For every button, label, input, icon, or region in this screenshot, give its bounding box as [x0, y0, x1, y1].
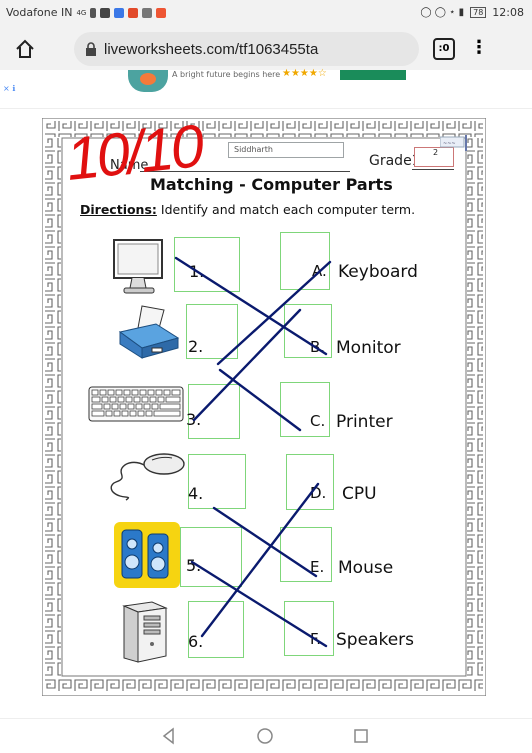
- number-3: 3.: [186, 410, 202, 429]
- directions: Directions: Identify and match each comp…: [80, 202, 415, 217]
- number-5: 5.: [186, 556, 202, 575]
- directions-text: Identify and match each computer term.: [156, 202, 416, 217]
- message-icon: [100, 7, 111, 18]
- term-cpu: CPU: [342, 484, 377, 504]
- status-icons: ◯ ◯ ⋆ ▮: [420, 7, 465, 18]
- worksheet-border: [42, 118, 486, 696]
- back-icon[interactable]: [160, 727, 178, 745]
- svg-text:~~~: ~~~: [443, 141, 456, 147]
- ad-rating-stars: ★★★★☆: [282, 68, 327, 79]
- letter-c: C.: [310, 412, 326, 430]
- term-mouse: Mouse: [338, 558, 394, 578]
- tabs-button[interactable]: :0: [433, 38, 455, 60]
- speakers-image: [114, 522, 180, 588]
- url-field[interactable]: liveworksheets.com/tf1063455ta: [74, 32, 419, 66]
- ad-text: A bright future begins here: [172, 70, 281, 79]
- cpu-tower-image: [122, 601, 168, 663]
- notification-icon: [142, 7, 153, 18]
- term-keyboard: Keyboard: [338, 262, 418, 282]
- ad-choices-icon[interactable]: × ℹ: [3, 84, 16, 93]
- letter-d: D.: [310, 484, 327, 502]
- ad-install-button[interactable]: [340, 70, 406, 80]
- mouse-image: [110, 453, 185, 501]
- choice-box-a[interactable]: [280, 232, 330, 290]
- signal-icon: [90, 7, 97, 18]
- url-text: liveworksheets.com/tf1063455ta: [104, 40, 319, 58]
- grade-input[interactable]: 2: [414, 147, 454, 167]
- sheet-badge-icon: ~~~: [440, 135, 467, 151]
- home-circle-icon[interactable]: [256, 727, 274, 745]
- letter-b: B.: [310, 338, 326, 356]
- browser-toolbar: liveworksheets.com/tf1063455ta :0 ⋮: [0, 28, 532, 70]
- monitor-image: [113, 239, 163, 294]
- letter-e: E.: [310, 558, 325, 576]
- menu-icon[interactable]: ⋮: [470, 37, 488, 58]
- ad-banner[interactable]: × ℹ A bright future begins here ★★★★☆: [0, 68, 532, 109]
- number-2: 2.: [188, 337, 204, 356]
- carrier-label: Vodafone IN: [6, 6, 73, 19]
- recents-icon[interactable]: [352, 727, 370, 745]
- system-nav-bar: [0, 718, 532, 753]
- worksheet-title: Matching - Computer Parts: [150, 175, 393, 194]
- app-icon: [114, 7, 125, 18]
- term-monitor: Monitor: [336, 338, 401, 358]
- name-label: Name: [110, 158, 149, 173]
- keyboard-image: [88, 386, 184, 422]
- printer-image: [118, 305, 180, 359]
- name-underline: [140, 171, 350, 172]
- status-bar: Vodafone IN 4G ◯ ◯ ⋆ ▮ 78 12:08: [0, 0, 532, 28]
- term-printer: Printer: [336, 412, 393, 432]
- app-icon-red: [128, 7, 139, 18]
- number-6: 6.: [188, 632, 204, 651]
- term-speakers: Speakers: [336, 630, 415, 650]
- letter-f: F.: [310, 630, 321, 648]
- network-label: 4G: [76, 8, 87, 17]
- choice-box-f[interactable]: [284, 601, 334, 656]
- answer-box-1[interactable]: [174, 237, 240, 292]
- clock: 12:08: [492, 6, 524, 19]
- grade-label: Grade1: [369, 153, 421, 169]
- lock-icon: [86, 42, 96, 56]
- grade-underline: [412, 169, 454, 170]
- battery-badge: 78: [470, 7, 487, 18]
- number-4: 4.: [188, 484, 204, 503]
- letter-a: A.: [312, 262, 327, 280]
- score-mark: 10/10: [62, 112, 205, 193]
- number-1: 1.: [189, 262, 205, 281]
- app-icon-orange: [156, 7, 167, 18]
- directions-label: Directions:: [80, 202, 157, 217]
- home-icon[interactable]: [14, 38, 36, 60]
- name-input[interactable]: Siddharth: [228, 142, 344, 158]
- ad-logo: [128, 70, 168, 92]
